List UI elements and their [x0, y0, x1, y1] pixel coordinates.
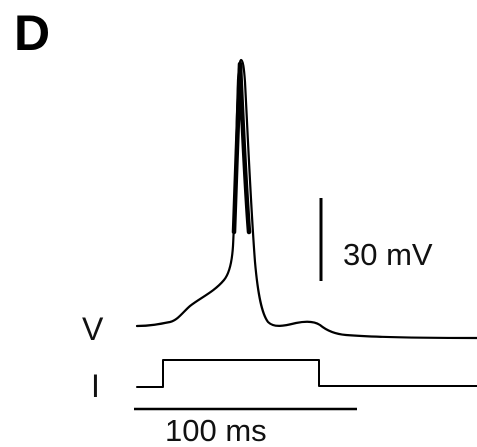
spike-peak [231, 61, 252, 235]
current-trace-label: I [91, 368, 100, 404]
current-step-trace [136, 359, 477, 388]
voltage-scale-label: 30 mV [343, 237, 433, 272]
panel-letter: D [14, 5, 50, 61]
voltage-trace [135, 58, 477, 340]
time-scale-label: 100 ms [165, 413, 267, 447]
voltage-trace-label: V [82, 311, 104, 347]
